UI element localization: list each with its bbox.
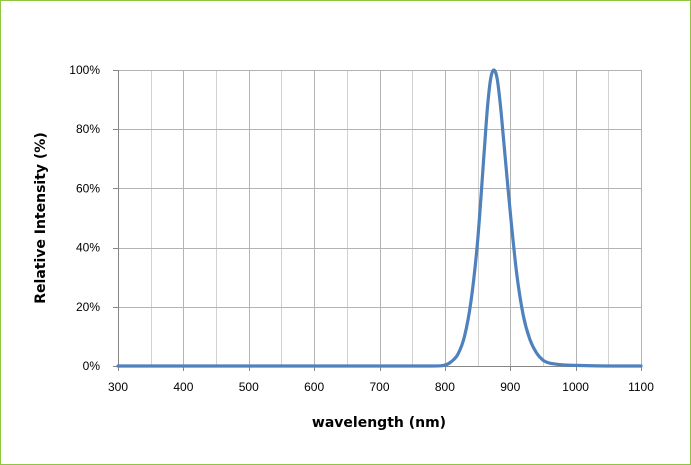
y-tick-label: 20% — [76, 300, 100, 314]
series — [116, 68, 643, 368]
grid — [118, 70, 642, 366]
x-tick-label: 700 — [369, 380, 389, 394]
x-tick-label: 600 — [304, 380, 324, 394]
y-tick-label: 0% — [83, 359, 101, 373]
x-tick-label: 1100 — [628, 380, 654, 394]
x-tick-label: 900 — [500, 380, 520, 394]
spectrum-series-line — [116, 68, 643, 368]
x-axis-title: wavelength (nm) — [312, 415, 446, 431]
x-tick-label: 400 — [173, 380, 193, 394]
y-tick-label: 40% — [76, 241, 100, 255]
x-tick-label: 1000 — [562, 380, 589, 394]
axes — [113, 70, 642, 371]
x-tick-label: 300 — [108, 380, 128, 394]
tick-labels: 300 400 500 600 700 800 900 1000 1100 0% 20% 40% 60%… — [69, 63, 654, 394]
x-tick-label: 800 — [435, 380, 455, 394]
y-tick-label: 60% — [76, 181, 100, 195]
x-tick-label: 500 — [239, 380, 259, 394]
y-tick-label: 80% — [76, 122, 100, 136]
y-tick-label: 100% — [69, 63, 100, 77]
y-axis-title: Relative Intensity (%) — [33, 132, 49, 304]
